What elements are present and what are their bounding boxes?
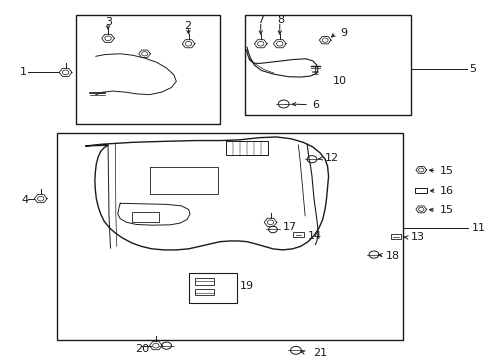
Bar <box>391 234 401 239</box>
Bar <box>245 15 411 116</box>
Text: 15: 15 <box>440 206 454 216</box>
Text: 11: 11 <box>471 224 486 233</box>
Text: 2: 2 <box>184 21 191 31</box>
Text: 5: 5 <box>469 64 476 74</box>
Text: 18: 18 <box>386 251 400 261</box>
Text: 16: 16 <box>440 186 454 196</box>
Bar <box>76 15 220 125</box>
Text: 8: 8 <box>277 15 284 26</box>
Bar <box>195 289 215 296</box>
Bar <box>189 273 237 303</box>
Bar <box>226 141 268 155</box>
Text: 12: 12 <box>325 153 339 163</box>
Text: 19: 19 <box>240 281 254 291</box>
Text: 10: 10 <box>333 76 346 86</box>
Bar <box>293 232 304 237</box>
Text: 6: 6 <box>312 100 319 110</box>
Text: 7: 7 <box>257 15 265 26</box>
Text: 3: 3 <box>105 17 113 27</box>
Text: 17: 17 <box>283 222 297 232</box>
Bar <box>195 278 215 285</box>
Text: 4: 4 <box>22 195 29 205</box>
Bar <box>416 188 427 193</box>
Text: 9: 9 <box>340 28 347 38</box>
Bar <box>57 133 403 339</box>
Text: 1: 1 <box>20 67 27 77</box>
Text: 20: 20 <box>135 344 149 354</box>
Text: 15: 15 <box>440 166 454 176</box>
Bar <box>132 212 159 222</box>
Text: 21: 21 <box>313 348 327 358</box>
Text: 14: 14 <box>308 230 322 240</box>
Text: 13: 13 <box>411 232 424 242</box>
